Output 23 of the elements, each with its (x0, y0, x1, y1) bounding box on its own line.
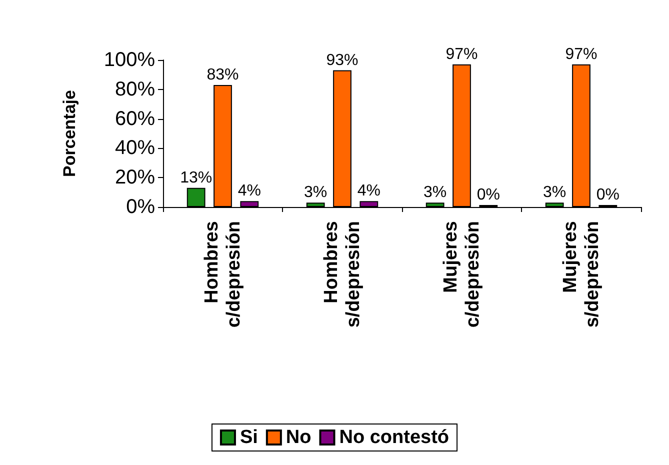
y-tick-label: 100% (104, 49, 156, 71)
data-label: 93% (326, 52, 358, 69)
data-label: 3% (424, 184, 447, 202)
y-axis-title: Porcentaje (60, 90, 79, 177)
y-tick-label: 20% (114, 166, 156, 189)
data-label: 83% (206, 66, 239, 84)
data-label: 0% (476, 186, 500, 204)
data-label: 4% (357, 182, 380, 200)
y-tick-label: 40% (114, 137, 156, 160)
data-label: 3% (543, 184, 566, 202)
data-label: 13% (180, 169, 212, 186)
data-label: 4% (238, 182, 261, 200)
data-label: 97% (446, 46, 478, 63)
legend-label: No contestó (339, 427, 450, 448)
data-label: 0% (596, 186, 620, 204)
data-label: 3% (304, 184, 328, 202)
data-label: 97% (565, 46, 598, 63)
y-tick-label: 0% (126, 196, 156, 218)
legend-label: Si (240, 427, 258, 448)
x-tick-label: Hombres c/depresión (201, 221, 244, 328)
y-tick-label: 60% (114, 108, 156, 130)
y-tick-label: 80% (114, 78, 156, 100)
legend-label: No (286, 427, 312, 448)
